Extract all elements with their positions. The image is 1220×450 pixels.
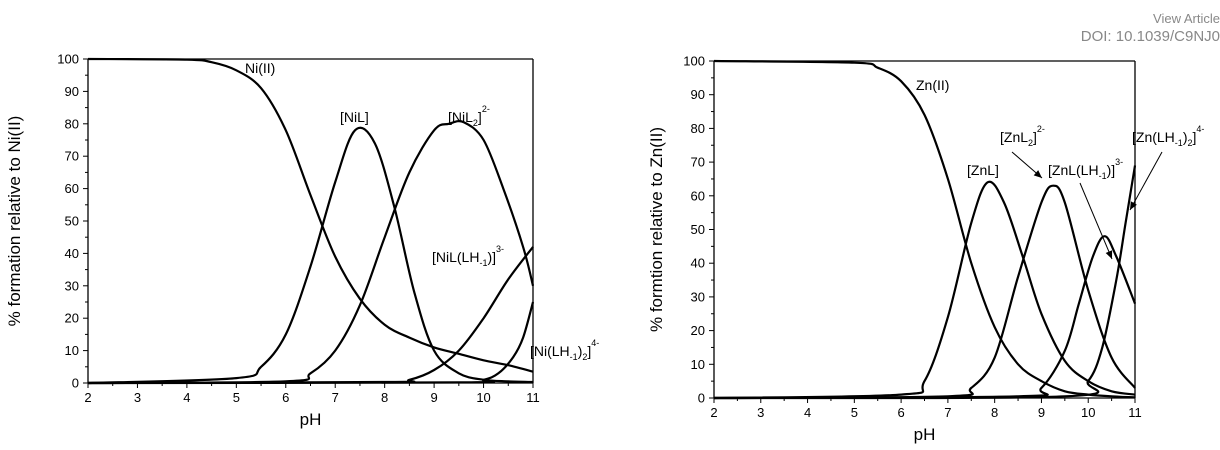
y-tick-label: 20 <box>691 323 705 338</box>
y-tick-label: 90 <box>65 84 79 99</box>
label-pointer-arrowhead <box>1130 201 1137 210</box>
x-tick-label: 5 <box>851 405 858 420</box>
y-tick-label: 40 <box>65 246 79 261</box>
series-line-zn-lh-1-2-4 <box>713 165 1137 400</box>
species-label-nil2-2: [NiL2]2- <box>448 104 490 128</box>
series-line-ni-ii <box>87 57 534 373</box>
article-header: View Article DOI: 10.1039/C9NJ0 <box>1081 10 1220 46</box>
series-line-zn-ii <box>713 59 1136 399</box>
label-pointer-arrowhead <box>1033 170 1042 178</box>
x-tick-label: 9 <box>430 390 437 405</box>
chart-2: 2 3 4 5 6 7 8 9 10 11 0 10 20 30 40 50 60 70 80 90 100 pH % fo… <box>647 54 1204 445</box>
series-line-ni-lh-1-2-4 <box>87 301 535 385</box>
chart-1: 2 3 4 5 6 7 8 9 10 11 0 10 20 30 40 50 60 70 80 90 100 pH % fo… <box>5 52 599 430</box>
x-tick-label: 4 <box>183 390 190 405</box>
y-tick-label: 60 <box>65 181 79 196</box>
y-tick-label: 100 <box>683 54 705 69</box>
x-tick-label: 3 <box>134 390 141 405</box>
y-tick-label: 80 <box>65 116 79 131</box>
y-tick-label: 60 <box>691 188 705 203</box>
x-tick-label: 4 <box>804 405 811 420</box>
x-tick-label: 8 <box>381 390 388 405</box>
y-tick-label: 10 <box>691 357 705 372</box>
x-tick-label: 10 <box>1081 405 1095 420</box>
y-tick-label: 10 <box>65 343 79 358</box>
y-tick-label: 70 <box>65 149 79 164</box>
species-label-ni-ii: Ni(II) <box>245 60 275 76</box>
x-tick-label: 8 <box>991 405 998 420</box>
y-tick-label: 50 <box>65 214 79 229</box>
view-article-link[interactable]: View Article <box>1153 11 1220 26</box>
species-label-ni-lh-1-2-4: [Ni(LH-1)2]4- <box>530 338 599 362</box>
y-tick-label: 80 <box>691 121 705 136</box>
y-tick-label: 0 <box>698 391 705 406</box>
x-tick-label: 2 <box>84 390 91 405</box>
x-tick-label: 7 <box>944 405 951 420</box>
label-pointer-arrowhead <box>1105 250 1113 259</box>
y-tick-label: 20 <box>65 311 79 326</box>
doi-text: DOI: 10.1039/C9NJ0 <box>1080 28 1220 45</box>
label-pointer-arrow <box>1079 182 1113 260</box>
x-tick-label: 10 <box>476 390 490 405</box>
species-label-nil-lh-1-3: [NiL(LH-1)]3- <box>432 244 504 268</box>
series-line-znl2-2 <box>713 184 1136 400</box>
series-line-znl <box>713 180 1136 400</box>
x-tick-label: 3 <box>757 405 764 420</box>
x-tick-label: 6 <box>282 390 289 405</box>
species-label-znl: [ZnL] <box>967 162 999 178</box>
y-tick-label: 40 <box>691 256 705 271</box>
y-tick-label: 50 <box>691 222 705 237</box>
y-axis-title: % formation relative to Ni(II) <box>5 116 24 327</box>
series-line-znl-lh-1-3 <box>713 235 1137 400</box>
label-pointer-arrow <box>1129 151 1163 211</box>
x-tick-label: 6 <box>897 405 904 420</box>
y-tick-label: 100 <box>57 52 79 67</box>
species-label-zn-ii: Zn(II) <box>916 77 949 93</box>
y-tick-label: 0 <box>72 376 79 391</box>
y-axis-title: % formtion relative to Zn(II) <box>647 127 666 332</box>
x-tick-label: 11 <box>1128 405 1142 420</box>
x-tick-label: 9 <box>1038 405 1045 420</box>
y-tick-label: 30 <box>691 289 705 304</box>
x-tick-label: 7 <box>332 390 339 405</box>
species-label-znl2-2: [ZnL2]2- <box>1000 124 1045 148</box>
species-label-nil: [NiL] <box>340 109 369 125</box>
x-tick-label: 5 <box>233 390 240 405</box>
y-tick-label: 70 <box>691 155 705 170</box>
series-line-nil <box>87 126 534 385</box>
y-tick-label: 30 <box>65 278 79 293</box>
x-tick-label: 2 <box>710 405 717 420</box>
x-axis-title: pH <box>300 410 322 429</box>
x-tick-label: 11 <box>526 390 540 405</box>
series-line-nil2-2 <box>87 120 535 385</box>
species-label-zn-lh-1-2-4: [Zn(LH-1)2]4- <box>1132 124 1204 148</box>
y-tick-label: 90 <box>691 87 705 102</box>
x-axis-title: pH <box>914 425 936 444</box>
species-label-znl-lh-1-3: [ZnL(LH-1)]3- <box>1048 157 1123 181</box>
